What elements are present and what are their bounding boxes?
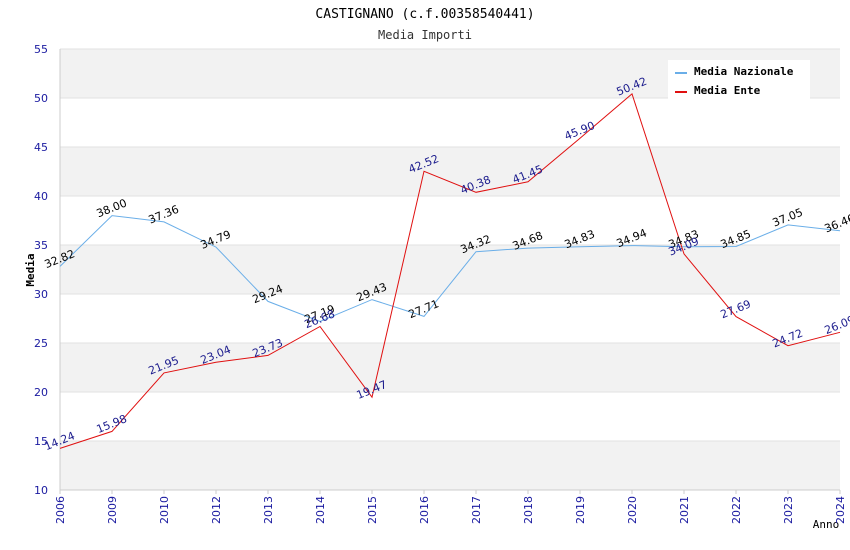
- x-tick-label: 2021: [678, 496, 691, 524]
- grid-band: [60, 441, 840, 490]
- chart-title: CASTIGNANO (c.f.00358540441): [315, 7, 534, 22]
- y-tick-label: 55: [34, 43, 48, 56]
- legend-label-media-ente: Media Ente: [694, 84, 761, 97]
- grid-band: [60, 147, 840, 196]
- grid-band: [60, 245, 840, 294]
- x-tick-label: 2013: [262, 496, 275, 524]
- x-tick-labels: 2006 2009 2010 2012 2013 2014 2015 2016 2017 2018…: [54, 490, 847, 524]
- y-tick-labels: 10 15 20 25 30 35 40 45 50 55: [34, 43, 48, 497]
- x-tick-label: 2006: [54, 496, 67, 524]
- x-tick-label: 2019: [574, 496, 587, 524]
- x-tick-label: 2009: [106, 496, 119, 524]
- x-tick-label: 2020: [626, 496, 639, 524]
- series-line-media-nazionale: [59, 215, 841, 323]
- x-tick-label: 2018: [522, 496, 535, 524]
- y-tick-label: 15: [34, 435, 48, 448]
- x-tick-label: 2015: [366, 496, 379, 524]
- y-tick-label: 20: [34, 386, 48, 399]
- legend-label-media-nazionale: Media Nazionale: [694, 65, 794, 78]
- x-axis-title: Anno: [813, 518, 840, 531]
- legend-box: [668, 60, 810, 100]
- x-tick-label: 2012: [210, 496, 223, 524]
- grid-band: [60, 343, 840, 392]
- series-line-media-ente: [59, 93, 841, 449]
- y-tick-label: 35: [34, 239, 48, 252]
- y-tick-label: 10: [34, 484, 48, 497]
- x-tick-label: 2017: [470, 496, 483, 524]
- y-tick-label: 50: [34, 92, 48, 105]
- y-tick-label: 40: [34, 190, 48, 203]
- x-tick-label: 2014: [314, 496, 327, 524]
- y-axis-title: Media: [24, 253, 37, 286]
- y-tick-label: 25: [34, 337, 48, 350]
- x-tick-label: 2016: [418, 496, 431, 524]
- series-lines: [59, 93, 841, 449]
- y-tick-label: 45: [34, 141, 48, 154]
- x-tick-label: 2024: [834, 496, 847, 524]
- legend: Media Nazionale Media Ente: [668, 60, 810, 100]
- x-tick-label: 2023: [782, 496, 795, 524]
- y-tick-label: 30: [34, 288, 48, 301]
- chart-subtitle: Media Importi: [378, 28, 472, 42]
- x-tick-label: 2010: [158, 496, 171, 524]
- x-tick-label: 2022: [730, 496, 743, 524]
